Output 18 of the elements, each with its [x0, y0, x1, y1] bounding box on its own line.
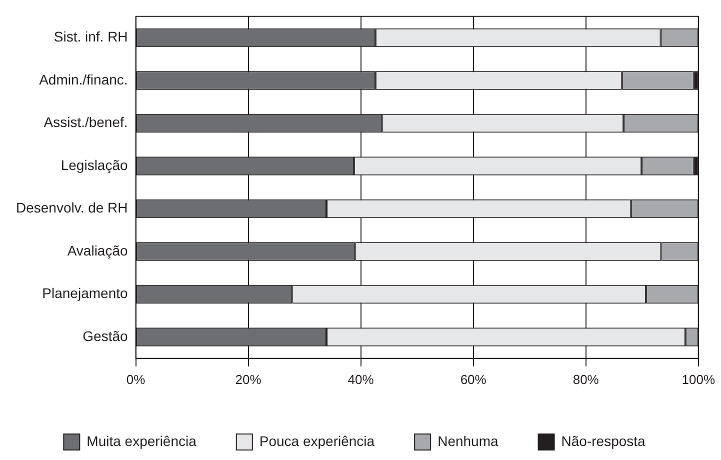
y-tick-label: Sist. inf. RH	[54, 28, 128, 45]
x-tick-label: 60%	[460, 372, 487, 387]
legend-label: Muita experiência	[86, 432, 197, 449]
x-tick-label: 0%	[126, 372, 146, 387]
legend-label: Não-resposta	[561, 432, 646, 449]
x-tick-label: 40%	[348, 372, 374, 387]
legend-label: Nenhuma	[438, 432, 498, 449]
x-tick-label: 20%	[235, 372, 262, 387]
y-tick-label: Planejamento	[42, 285, 128, 302]
y-tick-label: Avaliação	[67, 242, 128, 258]
y-tick-label: Assist./benef.	[44, 114, 128, 130]
legend-label: Pouca experiência	[259, 432, 375, 449]
y-tick-label: Admin./financ.	[39, 71, 128, 88]
y-tick-label: Legislação	[60, 156, 128, 173]
x-tick-label: 80%	[572, 372, 600, 387]
x-tick-label: 100%	[682, 372, 716, 387]
y-tick-label: Gestão	[82, 328, 128, 344]
y-tick-label: Desenvolv. de RH	[16, 200, 128, 216]
